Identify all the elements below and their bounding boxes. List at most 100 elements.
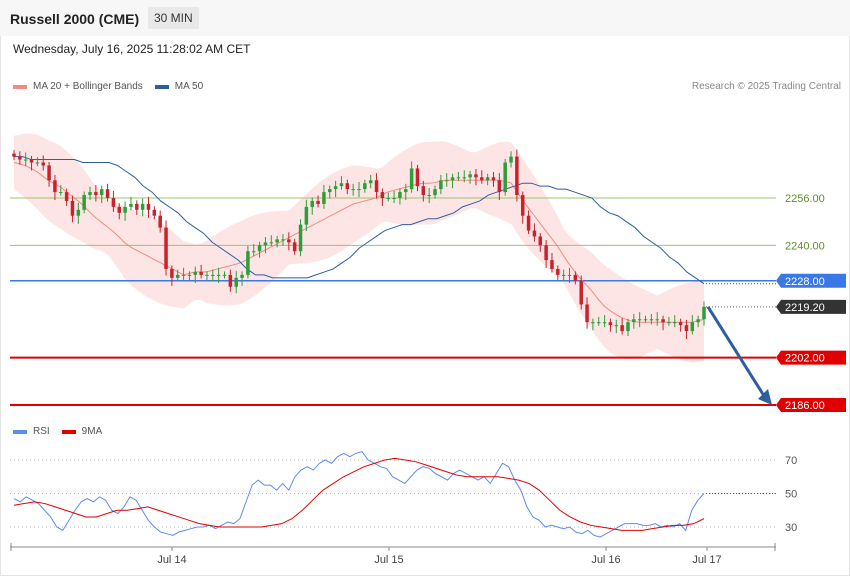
candle-body [88, 192, 92, 196]
candle-body [632, 319, 636, 323]
candle-body [626, 322, 630, 332]
candle-body [532, 230, 537, 237]
candle-body [345, 183, 350, 190]
candle-body [363, 183, 367, 190]
candle-body [211, 274, 215, 276]
forecast-arrow-shaft [706, 306, 768, 400]
candle-body [433, 189, 437, 196]
legend-label: 9MA [81, 426, 103, 437]
candle-body [456, 177, 461, 179]
candle-body [199, 271, 203, 275]
candle-body [187, 274, 192, 276]
candle-body [544, 245, 548, 261]
candle-body [579, 280, 583, 305]
candle-body [374, 180, 379, 193]
legend-label: RSI [33, 426, 50, 437]
level-tags: 2256.00 2240.00 2228.00 2219.20 2202.00 2186.… [776, 193, 846, 412]
candle-body [35, 162, 40, 164]
candle-body [561, 274, 566, 276]
candle-body [491, 177, 496, 181]
credit-text: Research © 2025 Trading Central [691, 81, 841, 92]
candle-body [696, 319, 700, 323]
candle-body [398, 192, 402, 198]
candle-body [596, 322, 601, 324]
candle-body [386, 198, 390, 199]
candle-body [351, 189, 355, 191]
candle-body [12, 153, 16, 157]
candles [12, 149, 706, 340]
candle-body [82, 195, 86, 210]
forecast-arrow-head [758, 389, 772, 405]
candle-body [620, 325, 624, 332]
candle-body [298, 224, 303, 252]
candle-body [310, 200, 314, 207]
candle-body [690, 322, 695, 332]
candle-body [105, 189, 110, 198]
rsi-line [13, 451, 705, 538]
candle-body [257, 245, 262, 252]
ma20-line [13, 162, 705, 323]
level-label: 2219.20 [785, 302, 825, 314]
level-tag [776, 299, 846, 314]
candle-body [357, 189, 361, 191]
candle-body [673, 322, 677, 324]
legend-item-rsi: RSI [13, 426, 50, 437]
candle-body [18, 156, 22, 160]
candle-body [333, 186, 338, 190]
candle-body [170, 268, 174, 278]
candle-body [41, 162, 45, 166]
candle-body [99, 189, 104, 196]
rsi-9ma-line [13, 457, 705, 531]
candle-body [222, 274, 227, 276]
candle-body [409, 168, 414, 190]
candle-body [152, 209, 157, 216]
candle-body [556, 268, 560, 275]
candle-body [140, 203, 145, 210]
candle-body [64, 192, 69, 201]
candle-body [111, 198, 116, 207]
level-tag [776, 398, 846, 412]
candle-body [480, 177, 484, 181]
level-tag [776, 273, 846, 288]
candle-body [146, 203, 151, 210]
candle-body [76, 209, 81, 216]
legend-item-9ma: 9MA [61, 426, 103, 437]
candle-body [684, 325, 689, 332]
legend-label: MA 50 [174, 81, 204, 92]
candle-body [550, 260, 554, 269]
timeframe-button[interactable]: 30 MIN [148, 7, 199, 29]
candle-body [240, 274, 244, 278]
level-lines [10, 197, 776, 406]
candle-body [608, 322, 613, 326]
x-tick-label: Jul 14 [157, 554, 186, 566]
moving-averages [13, 156, 705, 323]
level-label: 2240.00 [785, 240, 825, 252]
candle-body [515, 156, 519, 196]
candle-body [281, 239, 285, 241]
candle-body [228, 274, 233, 287]
candle-body [129, 203, 133, 207]
candle-body [181, 274, 186, 276]
candle-body [392, 198, 396, 199]
candle-body [667, 322, 671, 324]
rsi-tick-label: 50 [785, 489, 797, 501]
legend-swatch [13, 429, 27, 434]
datetime-label: Wednesday, July 16, 2025 11:28:02 AM CET [13, 42, 251, 56]
candle-body [263, 242, 268, 246]
rsi-panel: 70 50 30 [10, 451, 797, 538]
candle-body [643, 319, 648, 321]
candle-body [29, 159, 34, 163]
legend-swatch [154, 84, 169, 89]
x-tick-label: Jul 17 [692, 554, 721, 566]
candle-body [637, 319, 642, 321]
forecast-arrow [706, 306, 772, 405]
candle-body [655, 319, 659, 321]
candle-body [497, 180, 502, 193]
candle-body [123, 206, 127, 213]
candle-body [439, 180, 443, 190]
candle-body [23, 159, 28, 161]
legend-swatch [13, 84, 27, 89]
bollinger-bands-area [14, 133, 704, 363]
instrument-title: Russell 2000 (CME) [10, 11, 140, 27]
